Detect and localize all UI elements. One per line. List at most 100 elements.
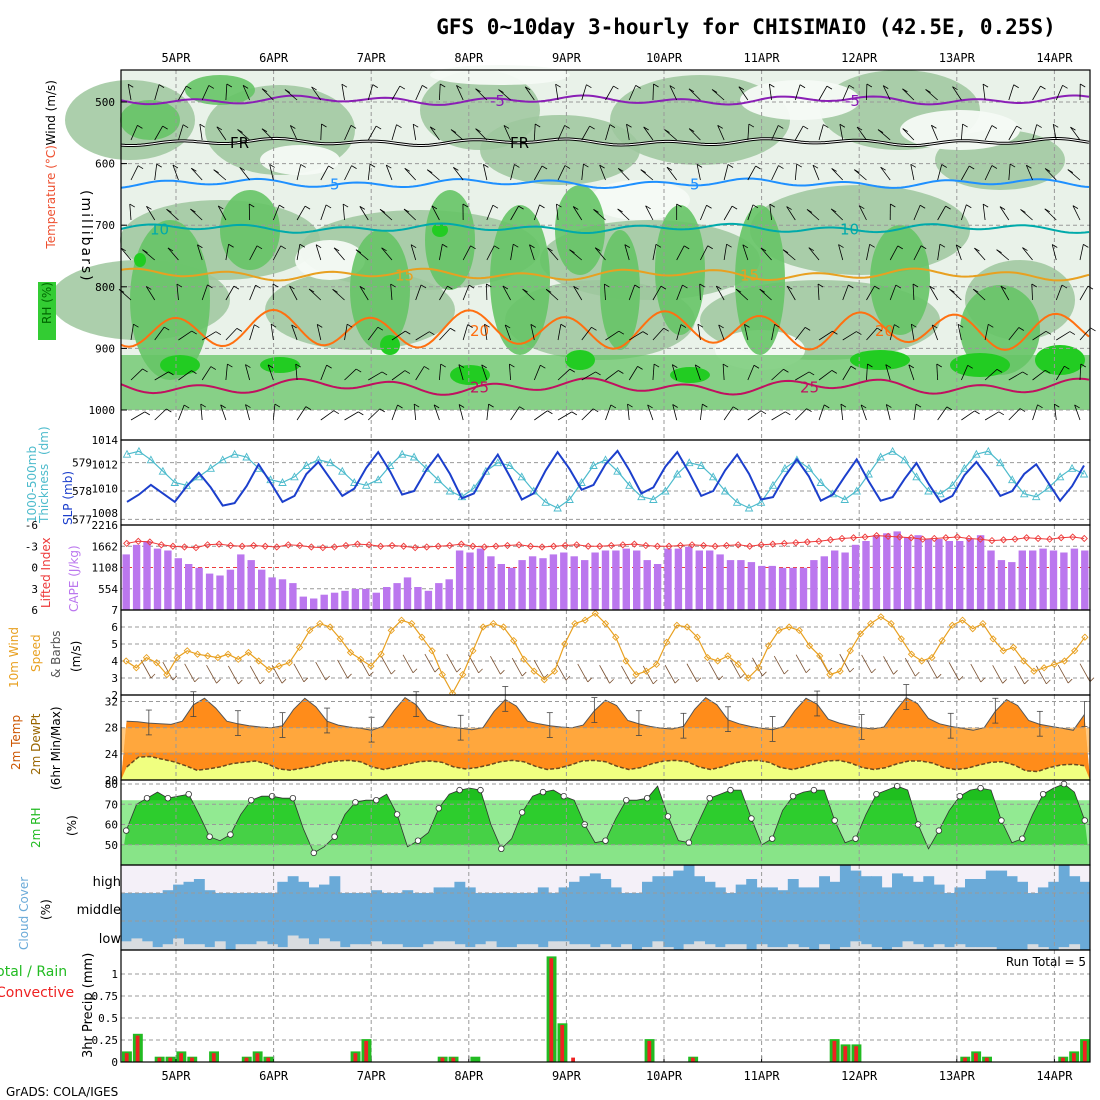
wind-barb-flag [883,85,889,89]
wind-10m-label-1: 10m Wind [7,627,21,688]
surface-wind-barb-flag [1089,677,1095,682]
wind-barb-flag [269,164,275,168]
rh-point [977,784,984,792]
wind-barb-flag [514,164,520,168]
cloud-middle-label: middle [77,903,121,918]
wind-barb [367,326,379,341]
wind-barb-flag [592,408,599,413]
wind-barb [603,284,606,301]
wind-barb-flag [672,404,678,408]
wind-barb-flag [172,164,179,169]
cloud-middle-bar [204,893,216,921]
cloud-low-bar [371,941,382,950]
thickness-point [768,480,778,489]
cape-bar [528,556,537,610]
wind-barb [700,205,707,221]
wind-barb-flag [1036,124,1042,128]
wind-barb-flag [1053,123,1059,128]
wind-barb-flag [191,167,197,172]
rh-shade-light [590,180,690,220]
wind-barb-flag [856,126,863,131]
wind-barb-flag [955,244,962,249]
wind-barb [910,164,915,181]
cloud-cover-units: (%) [39,899,53,920]
rh-point [247,797,255,804]
wind-barb-flag [342,203,349,208]
cloud-low-bar [589,947,601,950]
wind-barb [359,206,369,221]
lifted-index-point [596,542,604,550]
wind-barb-flag [966,204,972,209]
cape-bar [122,554,130,610]
rh-point [498,845,505,852]
rh-shade-moist [220,190,280,270]
lifted-index-point [584,542,592,550]
wind-barb [120,247,132,261]
wind-barb [866,364,868,381]
cloud-high-bar [892,873,903,893]
wind-barb [482,164,488,181]
thickness-point [302,461,311,469]
wind-speed-point [275,662,283,670]
cloud-middle-bar [1069,893,1081,921]
thickness-point [792,455,802,464]
wind-barb [839,124,844,141]
cloud-middle-bar [860,893,872,921]
wind-barb [771,411,786,421]
wind-barb-flag [637,366,643,370]
wind-barb [403,208,416,221]
wind-barb-flag [854,169,860,173]
wind-barb-flag [142,368,148,373]
wind-barb [249,245,258,261]
thickness-point [553,503,562,512]
wind-speed-point [1081,633,1089,641]
wind-barb-flag [850,365,857,370]
cloud-high-bar [714,887,726,893]
wind-barb-flag [999,206,1006,210]
wind-barb-flag [663,327,669,332]
thickness-point [936,489,945,498]
wind-barb [1053,404,1057,421]
lifted-index-label: Lifted Index [39,537,53,608]
wind-barb [529,244,535,261]
surface-wind-barb [948,662,960,681]
lifted-index-point [503,541,512,550]
cloud-low-bar [423,944,435,950]
cloud-low-bar [527,944,539,950]
lifted-index-point [330,543,339,551]
cloud-high-bar [371,890,382,893]
wind-barb-flag [133,323,139,328]
wind-barb [534,410,548,421]
lifted-index-point [1069,533,1077,541]
rh-shade-moist [130,220,210,380]
precip-grid [121,950,1090,1063]
surface-wind-barb-flag [434,667,440,673]
wind-barb [722,364,725,381]
rh-point [331,833,338,840]
wind-barb-flag [618,330,625,335]
wind-barb [344,368,357,381]
rh-point [122,827,130,834]
precip-conv-bar [691,1057,695,1062]
thickness-point [445,486,455,495]
wind-barb [315,244,322,261]
cloud-middle-bar [912,893,924,921]
cloud-low-bar [329,941,341,950]
wind-speed-point [846,647,854,655]
wind-speed-point [255,657,263,665]
wind-barb [225,285,235,301]
wind-barb-flag [1016,125,1022,130]
rh-point [352,799,359,806]
wind-barb-flag [778,165,784,169]
wind-barb [1008,125,1017,141]
rh-band-60 [121,824,1090,845]
wind-barb-flag [341,83,348,88]
wind-barb [647,404,654,421]
wind-barb-flag [220,404,226,409]
temp-contour-label: -5 [490,92,505,110]
lifted-index-point [872,531,881,540]
wind-speed-point [989,635,997,643]
cloud-low-bar [214,941,226,950]
temp-2m-label-3: (6hr Min/Max) [49,707,63,791]
lifted-index-point [1034,534,1042,543]
